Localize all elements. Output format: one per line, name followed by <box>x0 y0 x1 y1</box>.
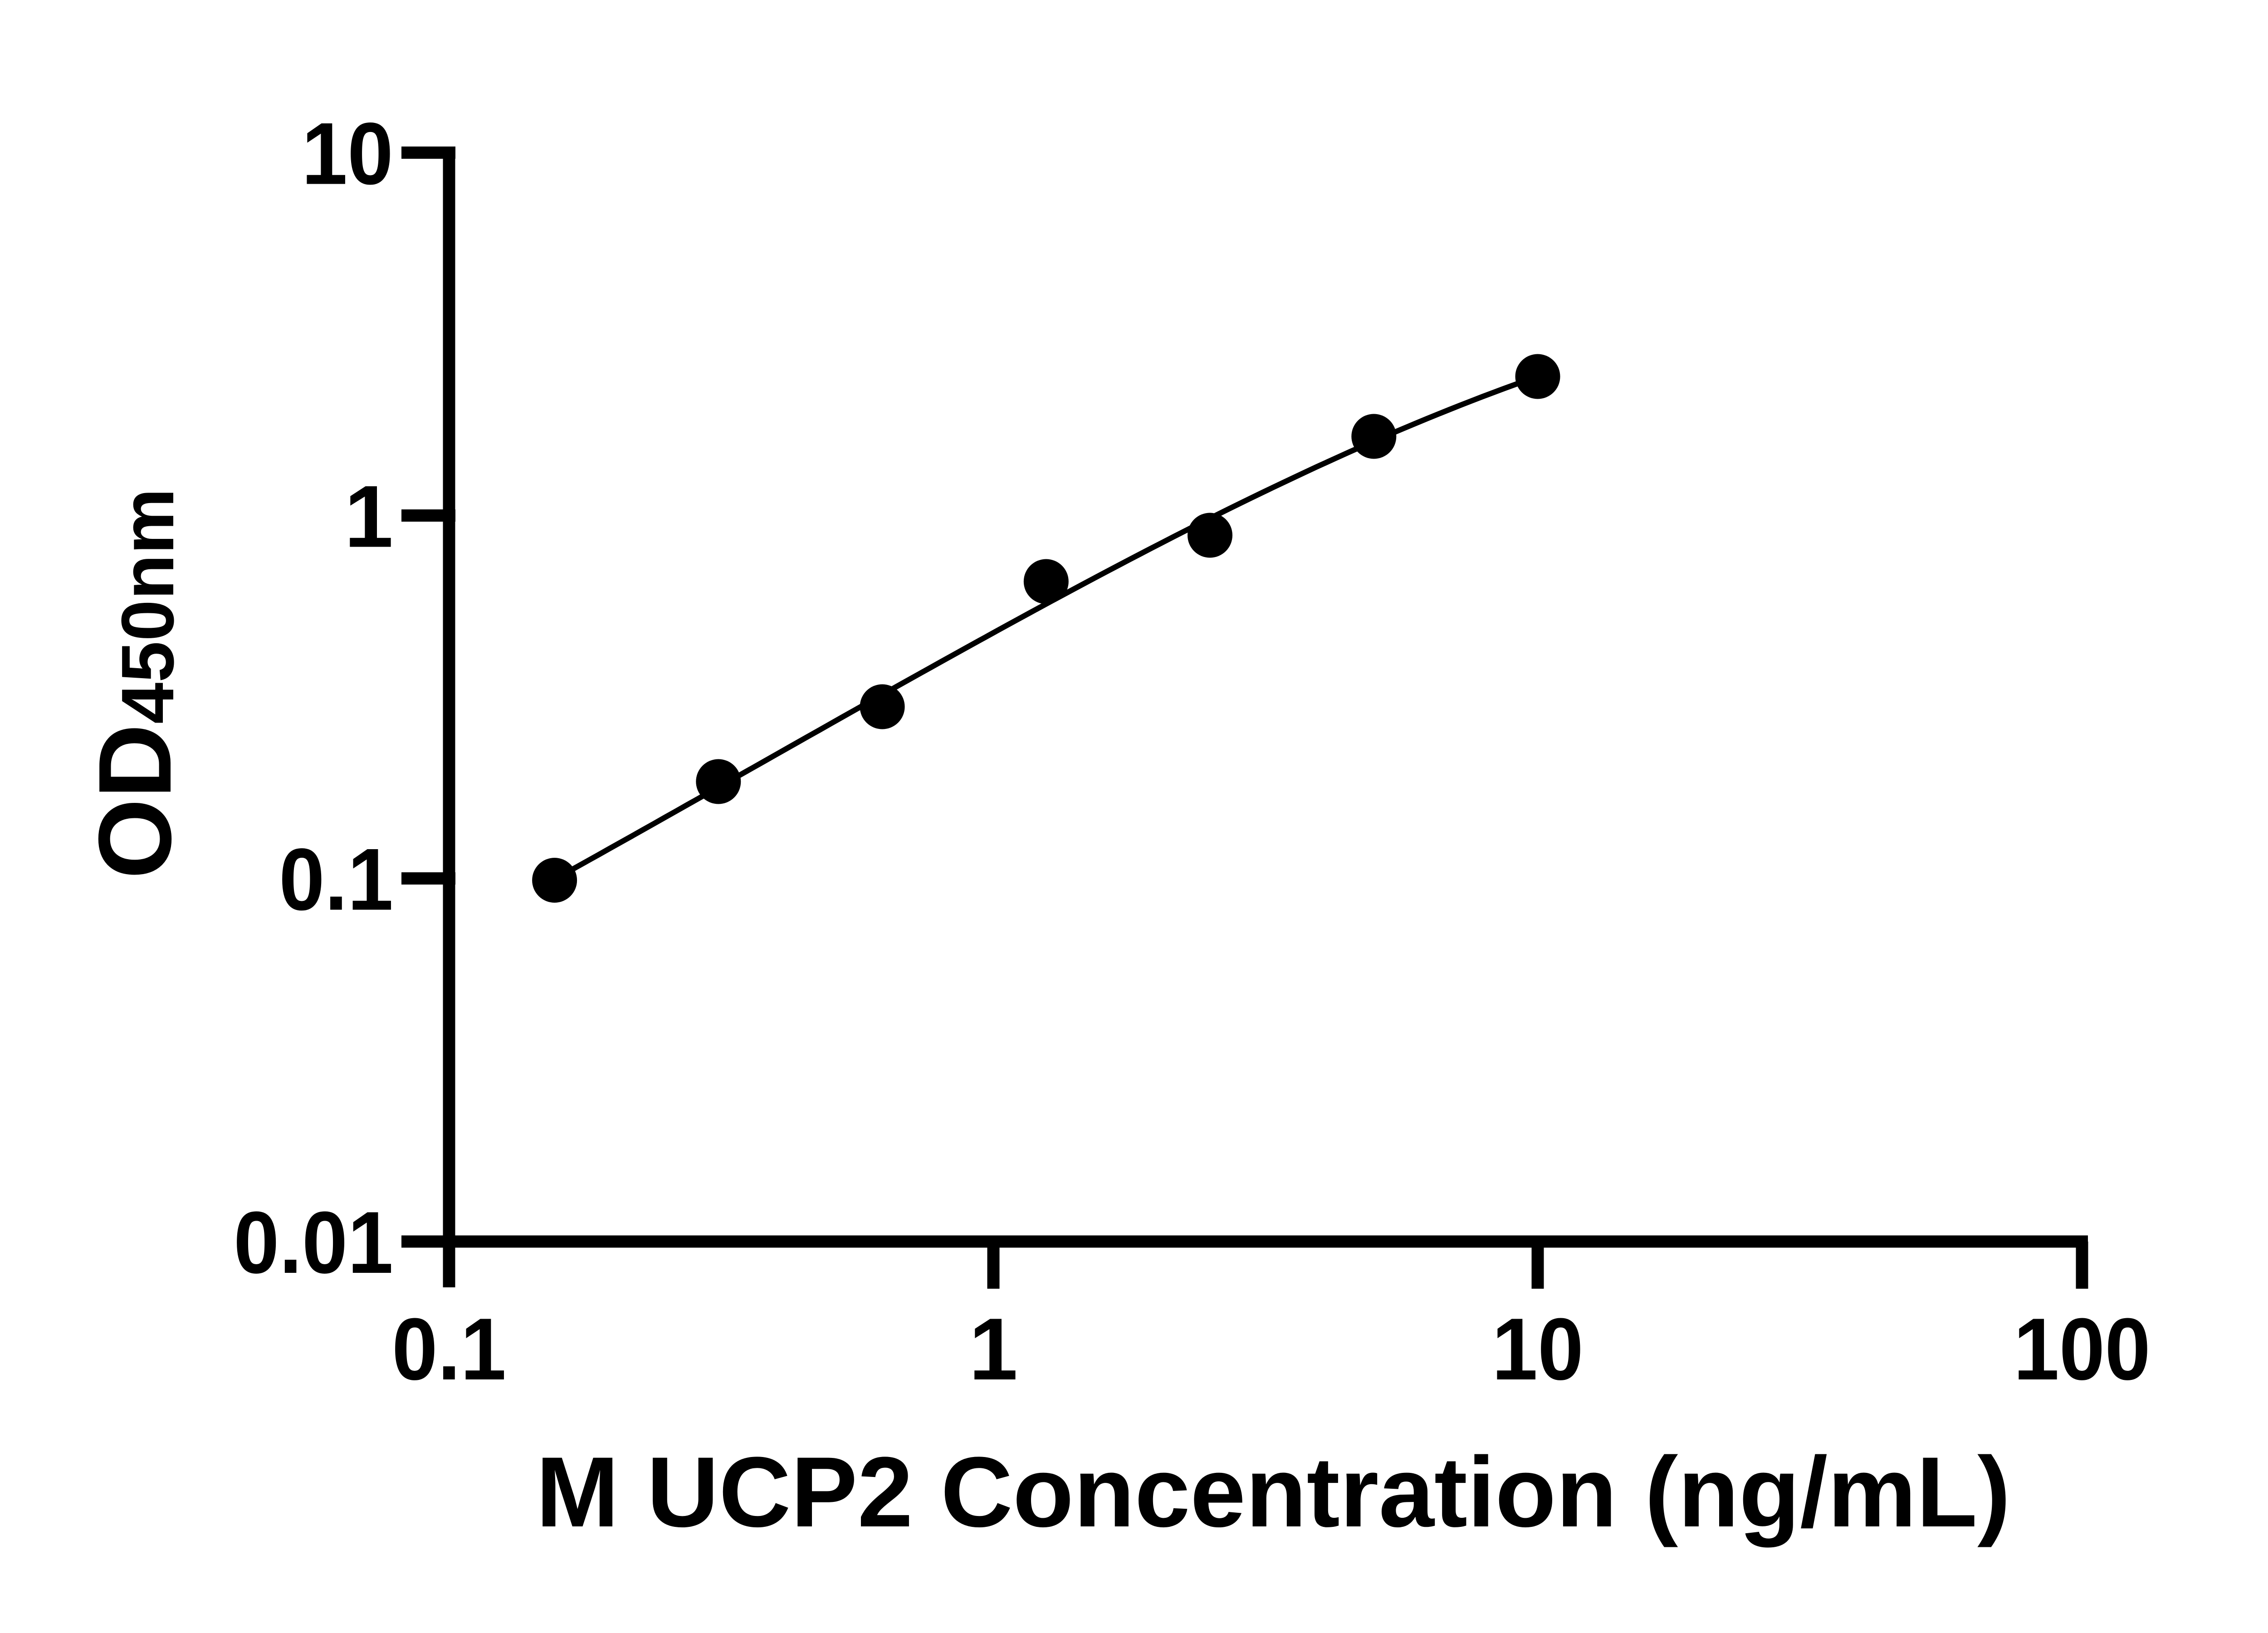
svg-text:10: 10 <box>302 105 393 203</box>
svg-text:10: 10 <box>1492 1300 1584 1398</box>
svg-text:100: 100 <box>2014 1300 2151 1398</box>
svg-text:0.1: 0.1 <box>392 1300 506 1398</box>
svg-text:M UCP2 Concentration (ng/mL): M UCP2 Concentration (ng/mL) <box>536 1436 2010 1548</box>
svg-text:1: 1 <box>344 468 393 566</box>
svg-text:0.01: 0.01 <box>234 1193 393 1292</box>
svg-text:0.1: 0.1 <box>279 831 393 929</box>
svg-text:1: 1 <box>969 1300 1018 1398</box>
